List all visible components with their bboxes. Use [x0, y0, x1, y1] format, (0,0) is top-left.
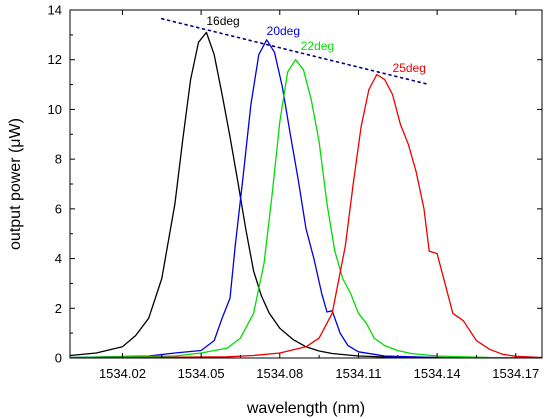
x-tick-label: 1534.14	[414, 366, 461, 381]
trend-layer	[160, 17, 431, 86]
y-tick-label: 12	[48, 52, 62, 67]
x-axis-ticks: 1534.02 1534.05 1534.08 1534.11 1534.14 1534.…	[99, 10, 539, 381]
x-tick-label: 1534.08	[256, 366, 303, 381]
x-tick-label: 1534.17	[492, 366, 539, 381]
y-axis-label: output power (μW)	[7, 118, 24, 250]
y-tick-label: 4	[55, 251, 62, 266]
series-line-25deg	[70, 73, 542, 358]
x-axis-label: wavelength (nm)	[246, 400, 365, 417]
annotation-25deg: 25deg	[393, 61, 426, 75]
annotation-20deg: 20deg	[267, 24, 300, 38]
annotation-22deg: 22deg	[301, 39, 334, 53]
plot-area	[69, 9, 543, 359]
y-tick-label: 6	[55, 201, 62, 216]
peak-trend-line	[160, 17, 431, 86]
y-tick-label: 0	[55, 351, 62, 366]
y-tick-label: 2	[55, 301, 62, 316]
y-tick-label: 8	[55, 152, 62, 167]
y-tick-label: 10	[48, 102, 62, 117]
y-axis-ticks: 0 2 4 6 8 10 12 14	[48, 3, 542, 366]
y-tick-label: 14	[48, 3, 62, 18]
series-line-20deg	[70, 39, 542, 358]
x-tick-label: 1534.11	[335, 366, 381, 381]
series-layer	[70, 31, 542, 358]
series-line-22deg	[70, 59, 542, 358]
x-tick-label: 1534.02	[99, 366, 146, 381]
x-tick-label: 1534.05	[178, 366, 225, 381]
series-line-16deg	[70, 31, 542, 358]
annotation-16deg: 16deg	[206, 14, 239, 28]
